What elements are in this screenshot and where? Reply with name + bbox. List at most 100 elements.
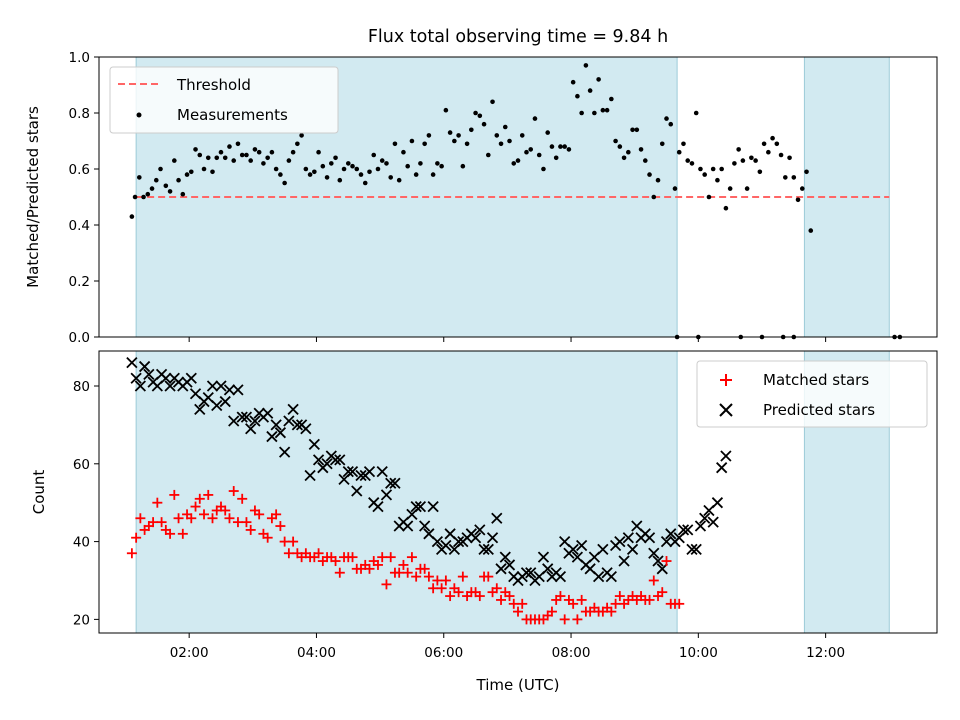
- matched-star-point: [232, 517, 243, 528]
- measurement-point: [375, 166, 381, 172]
- measurement-point: [307, 172, 313, 177]
- measurement-point: [642, 158, 648, 163]
- predicted-star-point: [626, 543, 639, 556]
- measurement-point: [727, 186, 733, 191]
- bottom-legend-box: [696, 360, 928, 428]
- measurement-point: [676, 149, 682, 155]
- measurement-point: [413, 172, 419, 177]
- matched-star-point: [347, 552, 358, 563]
- measurement-point: [409, 138, 415, 144]
- measurement-point: [464, 141, 470, 147]
- predicted-star-point: [677, 524, 690, 536]
- measurement-point: [770, 135, 775, 141]
- predicted-star-point: [351, 485, 363, 497]
- predicted-star-point: [499, 551, 511, 563]
- top-y-ticks: 0.0 0.2 0.4 0.6 0.8 1.0: [69, 50, 99, 346]
- predicted-star-point: [185, 372, 197, 384]
- y-tick-label: 1.0: [69, 50, 90, 66]
- matched-star-point: [199, 509, 210, 520]
- matched-star-point: [190, 501, 201, 512]
- measurement-point: [244, 152, 249, 158]
- matched-star-point: [559, 614, 570, 625]
- measurement-point: [485, 152, 491, 158]
- matched-star-point: [483, 571, 494, 582]
- matched-star-point: [436, 583, 447, 594]
- measurement-point: [145, 191, 151, 197]
- measurement-point: [481, 121, 487, 127]
- predicted-star-point: [592, 570, 605, 583]
- matched-star-point: [377, 552, 388, 563]
- predicted-star-point: [491, 512, 503, 524]
- predicted-star-point: [707, 516, 719, 528]
- matched-star-point: [271, 509, 282, 520]
- measurement-point: [184, 172, 190, 177]
- predicted-star-point: [427, 500, 439, 513]
- matched-star-point: [576, 594, 587, 605]
- matched-star-point: [423, 571, 434, 582]
- predicted-legend-swatch: [719, 403, 733, 417]
- predicted-star-point: [312, 454, 325, 466]
- predicted-star-point: [334, 454, 346, 466]
- measurement-point: [558, 144, 563, 149]
- matched-star-point: [440, 575, 451, 586]
- predicted-star-point: [414, 500, 427, 513]
- matched-star-point: [245, 524, 256, 535]
- predicted-star-point: [385, 477, 397, 489]
- predicted-star-point: [278, 446, 291, 458]
- matched-star-point: [572, 614, 583, 625]
- measurement-point: [659, 141, 665, 147]
- matched-star-point: [220, 505, 231, 516]
- predicted-stars-points: [126, 357, 732, 587]
- measurement-point: [379, 158, 385, 163]
- matched-star-point: [173, 513, 184, 524]
- measurement-point: [452, 138, 457, 144]
- y-tick-label: 40: [73, 535, 90, 551]
- measurement-point: [473, 110, 478, 116]
- measurement-point: [575, 93, 580, 99]
- measurement-point: [778, 152, 784, 158]
- predicted-star-point: [665, 528, 677, 540]
- predicted-star-point: [542, 563, 554, 575]
- predicted-star-point: [469, 532, 482, 544]
- measurement-point: [689, 161, 695, 166]
- measurement-point: [744, 186, 750, 191]
- predicted-star-point: [363, 465, 376, 478]
- y-tick-label: 0.4: [69, 218, 90, 234]
- x-tick-label: 02:00: [170, 645, 209, 661]
- predicted-star-point: [291, 419, 303, 431]
- measurement-point: [384, 161, 389, 166]
- predicted-star-point: [223, 384, 236, 396]
- predicted-star-point: [138, 360, 151, 373]
- predicted-star-point: [206, 380, 219, 392]
- matched-star-point: [330, 556, 341, 567]
- matched-legend-label: Matched stars: [763, 371, 869, 389]
- measurement-point: [214, 155, 220, 161]
- predicted-star-point: [236, 411, 248, 423]
- predicted-star-point: [346, 465, 359, 478]
- measurement-point: [290, 149, 296, 155]
- measurement-point: [549, 144, 555, 149]
- matched-star-point: [126, 548, 137, 559]
- matched-star-point: [445, 591, 456, 602]
- measurement-point: [795, 197, 801, 203]
- measurement-point: [426, 133, 432, 138]
- matched-star-point: [419, 563, 430, 574]
- x-tick-label: 10:00: [679, 645, 718, 661]
- predicted-star-point: [164, 380, 176, 392]
- predicted-star-point: [134, 380, 147, 392]
- matched-star-point: [661, 556, 672, 567]
- matched-star-point: [207, 513, 218, 524]
- measurement-point: [273, 166, 279, 172]
- measurement-point: [149, 186, 155, 191]
- measurement-point: [418, 161, 423, 166]
- predicted-star-point: [656, 563, 668, 575]
- measurement-point: [507, 138, 512, 144]
- measurement-point: [511, 161, 517, 166]
- measurement-point: [634, 127, 640, 133]
- measurement-point: [757, 169, 763, 175]
- predicted-star-point: [690, 543, 702, 556]
- predicted-star-point: [308, 438, 320, 450]
- y-tick-label: 0.6: [69, 162, 90, 178]
- measurement-point: [536, 152, 542, 158]
